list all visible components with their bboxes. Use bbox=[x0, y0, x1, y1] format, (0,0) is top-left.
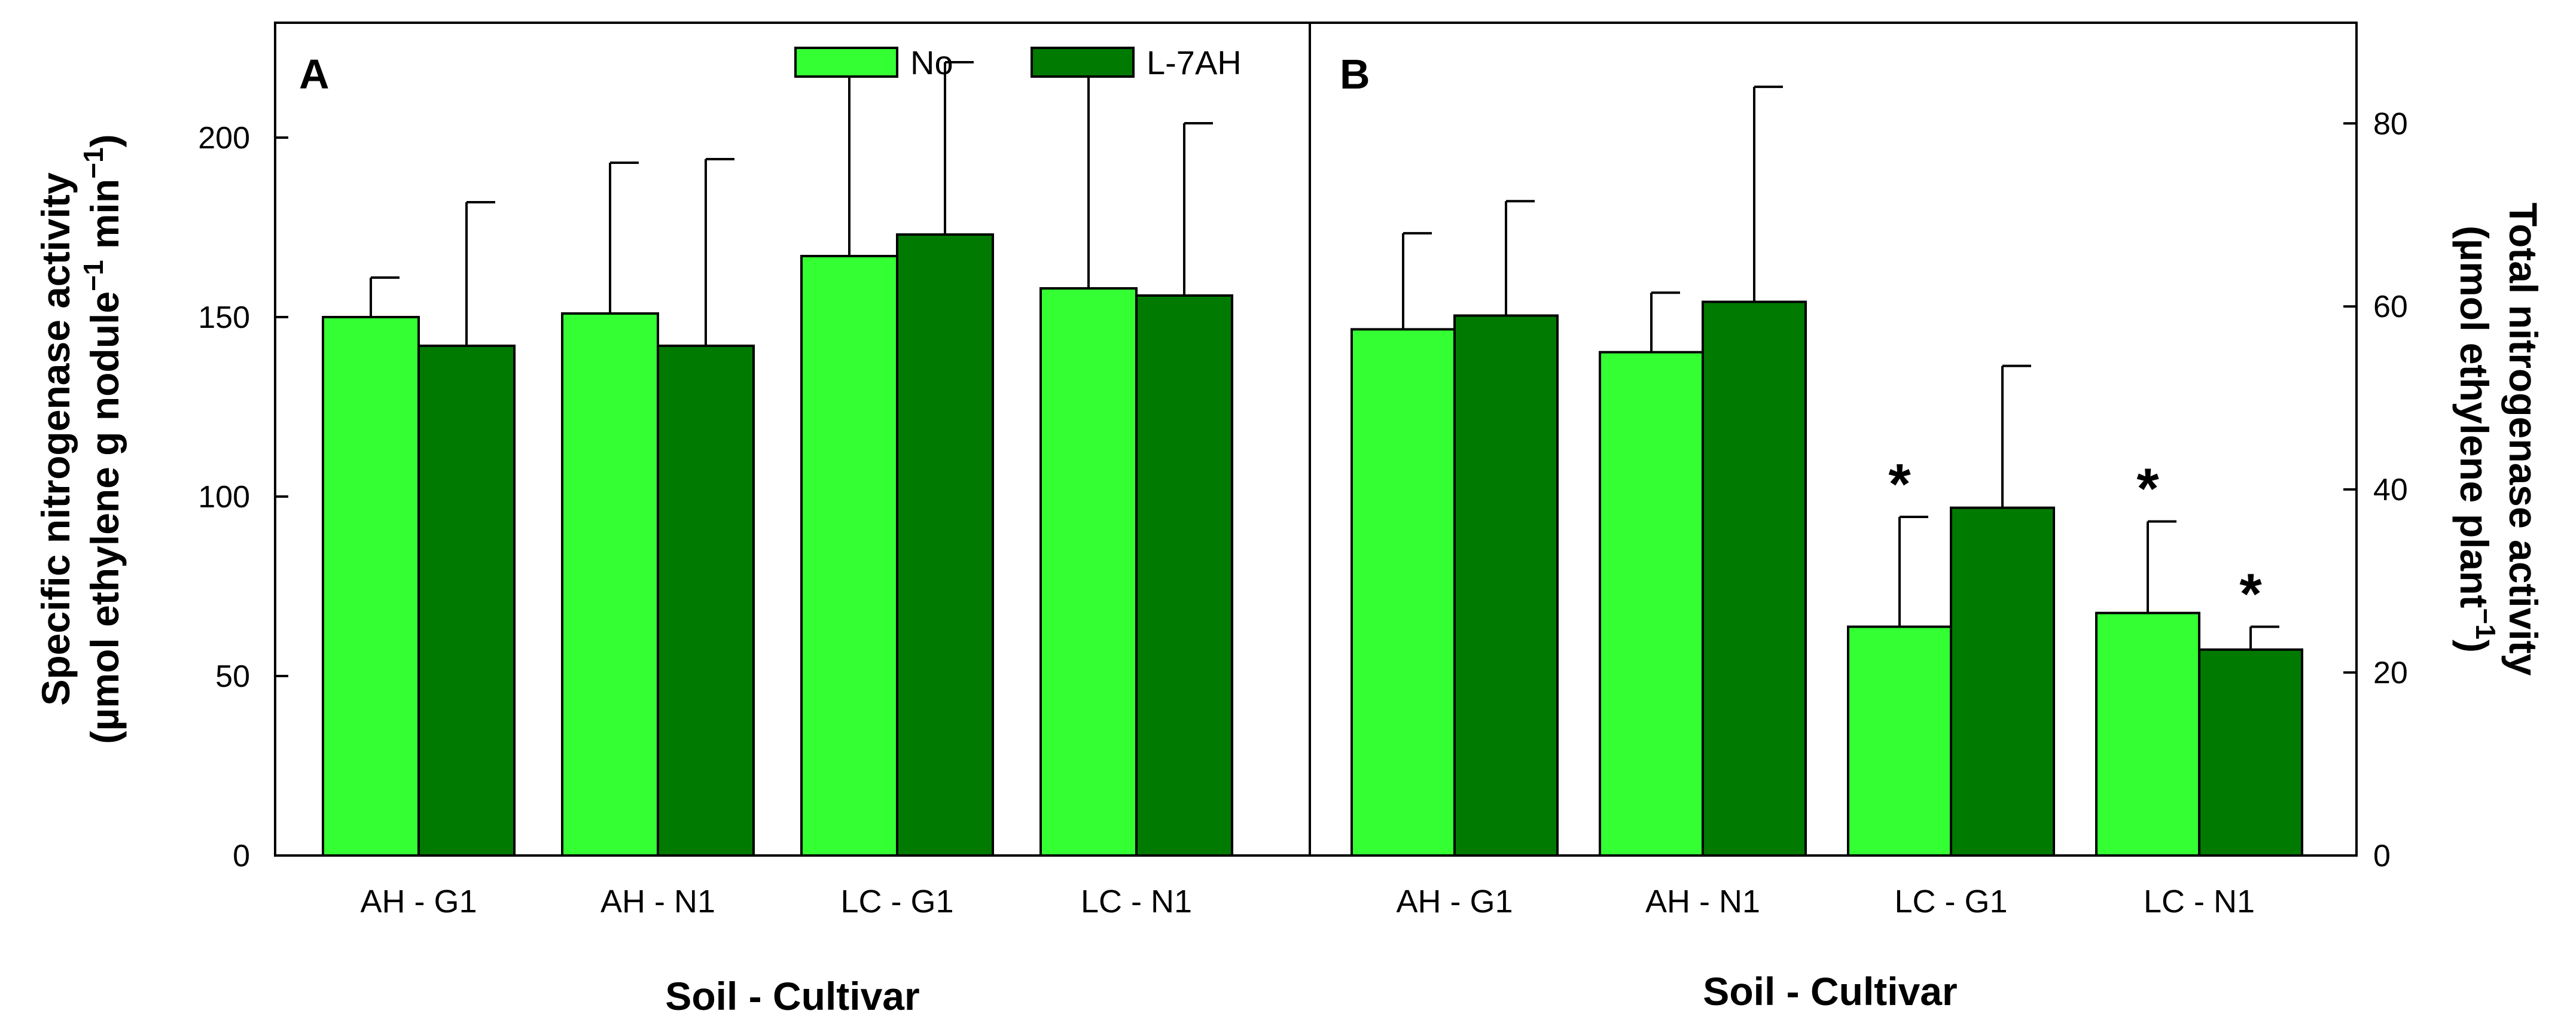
bar-b-lc-g1-l-7ah bbox=[1950, 506, 2055, 857]
y-tick-label-a-50: 50 bbox=[215, 659, 250, 694]
legend: No L-7AH bbox=[794, 44, 1242, 81]
legend-label-l7ah: L-7AH bbox=[1147, 44, 1242, 81]
category-label-b-lc-g1: LC - G1 bbox=[1894, 884, 2007, 920]
y-right-sup: −1 bbox=[2470, 608, 2501, 640]
bar-a-ah-n1-no bbox=[561, 312, 659, 857]
y-axis-title-right: Total nitrogenase activity (µmol ethylen… bbox=[2452, 203, 2545, 676]
y-left-line2-prefix: (µmol ethylene g nodule bbox=[83, 291, 127, 744]
significance-star-b-lc-n1-l-7ah: * bbox=[2239, 562, 2262, 626]
y-left-line2-suffix: ) bbox=[83, 134, 127, 147]
y-axis-title-left: Specific nitrogenase activity (µmol ethy… bbox=[33, 134, 127, 744]
bar-b-lc-n1-l-7ah bbox=[2198, 648, 2303, 857]
bar-a-lc-g1-l-7ah bbox=[896, 233, 994, 857]
legend-label-no: No bbox=[910, 44, 953, 81]
y-right-line2-suffix: ) bbox=[2452, 640, 2496, 653]
y-tick-label-b-80: 80 bbox=[2373, 106, 2408, 141]
bar-a-ah-g1-l-7ah bbox=[417, 345, 516, 857]
x-axis-title-a: Soil - Cultivar bbox=[665, 974, 919, 1018]
category-label-a-lc-g1: LC - G1 bbox=[840, 884, 953, 920]
y-axis-title-left-line2: (µmol ethylene g nodule−1 min−1) bbox=[78, 134, 127, 744]
category-label-b-ah-g1: AH - G1 bbox=[1396, 884, 1513, 920]
bar-a-lc-g1-no bbox=[800, 255, 898, 857]
y-left-sup-1: −1 bbox=[78, 260, 109, 291]
y-tick-label-b-20: 20 bbox=[2373, 656, 2408, 690]
legend-swatch-no bbox=[794, 47, 898, 78]
bar-a-lc-n1-l-7ah bbox=[1135, 294, 1233, 857]
y-right-line2-prefix: (µmol ethylene plant bbox=[2452, 226, 2496, 608]
y-left-sup-2: −1 bbox=[78, 147, 109, 178]
y-tick-label-a-200: 200 bbox=[198, 121, 250, 156]
y-tick-label-b-60: 60 bbox=[2373, 290, 2408, 324]
bar-b-ah-g1-l-7ah bbox=[1453, 314, 1559, 857]
y-axis-title-left-line1: Specific nitrogenase activity bbox=[33, 172, 78, 706]
plot-frame bbox=[274, 22, 2358, 857]
category-label-b-ah-n1: AH - N1 bbox=[1645, 884, 1760, 920]
bar-b-ah-n1-no bbox=[1599, 351, 1704, 857]
y-axis-title-right-line2: (µmol ethylene plant−1) bbox=[2452, 226, 2501, 653]
bar-b-lc-g1-no bbox=[1847, 625, 1952, 857]
category-label-a-lc-n1: LC - N1 bbox=[1081, 884, 1192, 920]
error-bars-layer bbox=[370, 61, 2279, 650]
y-axis-title-right-line1: Total nitrogenase activity bbox=[2501, 203, 2545, 676]
bar-b-lc-n1-no bbox=[2095, 611, 2200, 857]
y-tick-label-a-0: 0 bbox=[233, 839, 250, 873]
y-tick-label-b-0: 0 bbox=[2373, 839, 2391, 873]
category-label-b-lc-n1: LC - N1 bbox=[2144, 884, 2255, 920]
panel-b-letter: B bbox=[1340, 51, 1370, 98]
bar-a-lc-n1-no bbox=[1039, 287, 1138, 857]
y-tick-label-a-150: 150 bbox=[198, 300, 250, 335]
y-tick-label-b-40: 40 bbox=[2373, 473, 2408, 507]
x-axis-title-b: Soil - Cultivar bbox=[1703, 969, 1957, 1013]
significance-star-b-lc-n1-no: * bbox=[2136, 457, 2159, 521]
significance-star-b-lc-g1-no: * bbox=[1888, 452, 1911, 516]
category-label-a-ah-g1: AH - G1 bbox=[360, 884, 477, 920]
bar-a-ah-g1-no bbox=[322, 316, 420, 857]
bar-a-ah-n1-l-7ah bbox=[657, 345, 755, 857]
y-tick-label-a-100: 100 bbox=[198, 480, 250, 514]
y-left-line2-mid: min bbox=[83, 179, 127, 260]
bars-layer bbox=[322, 233, 2303, 857]
bar-b-ah-g1-no bbox=[1351, 328, 1456, 857]
legend-swatch-l7ah bbox=[1031, 47, 1135, 78]
category-label-a-ah-n1: AH - N1 bbox=[600, 884, 715, 920]
significance-layer: * * * bbox=[1888, 452, 2262, 626]
panel-a-letter: A bbox=[299, 51, 330, 98]
axes-layer: AH - G1 AH - N1 LC - G1 LC - N1050100150200… bbox=[198, 106, 2408, 920]
bar-b-ah-n1-l-7ah bbox=[1702, 300, 1807, 857]
